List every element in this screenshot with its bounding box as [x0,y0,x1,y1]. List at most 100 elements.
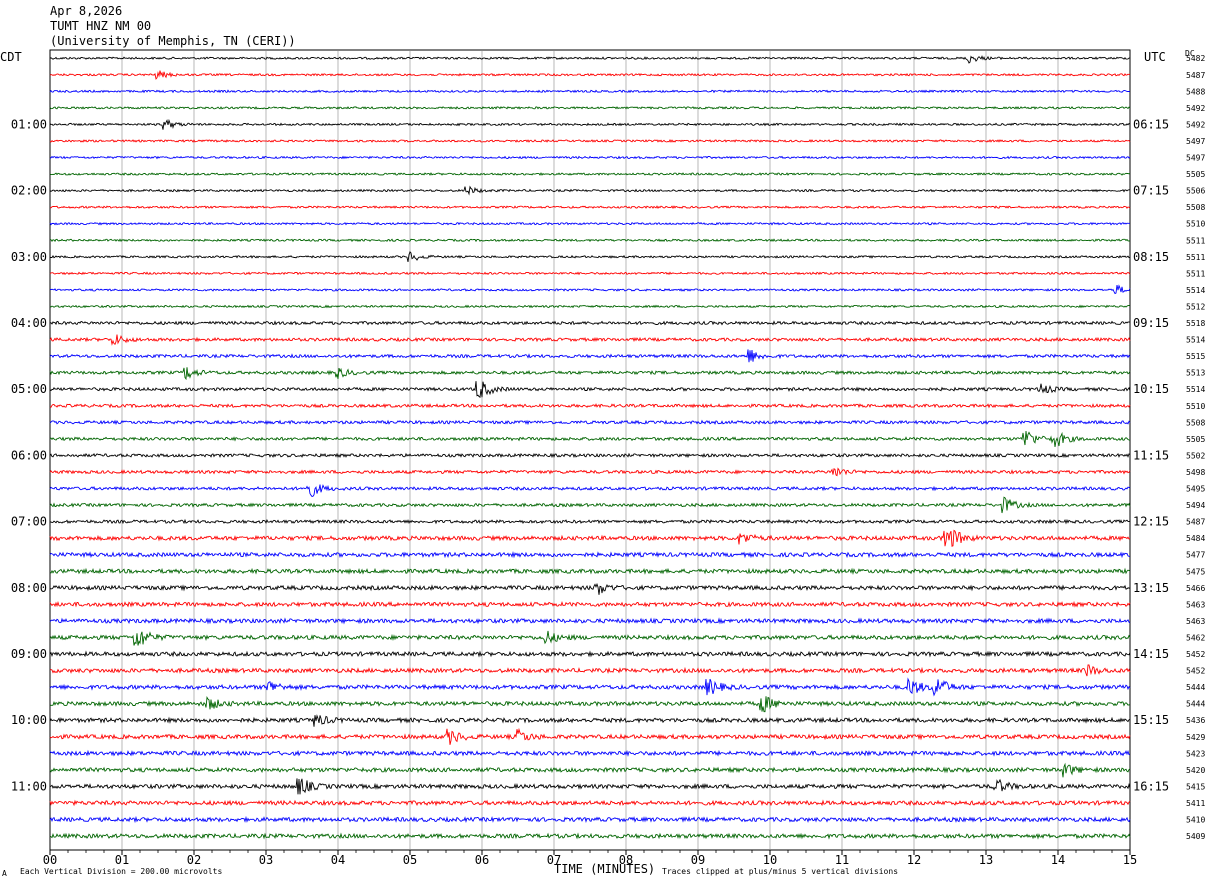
dc-offset-label: 5492 [1186,120,1205,129]
dc-offset-label: 5495 [1186,485,1205,494]
x-tick-label: 02 [187,853,201,867]
x-tick-label: 14 [1051,853,1065,867]
trace-row-45 [49,799,1131,807]
dc-header-label: DC [1185,49,1195,58]
dc-offset-label: 5508 [1186,203,1205,212]
trace-row-21 [49,403,1131,409]
dc-offset-label: 5492 [1186,104,1205,113]
trace-row-28 [49,518,1131,525]
trace-row-5 [49,139,1131,143]
right-hour-label: 14:15 [1133,647,1169,661]
trace-row-25 [49,467,1131,477]
trace-row-18 [49,349,1131,363]
dc-offset-label: 5505 [1186,435,1205,444]
trace-row-3 [49,106,1131,110]
dc-offset-label: 5429 [1186,733,1205,742]
x-tick-label: 05 [403,853,417,867]
dc-offset-label: 5510 [1186,402,1205,411]
trace-row-43 [49,762,1131,778]
right-hour-label: 09:15 [1133,316,1169,330]
dc-offset-label: 5518 [1186,319,1205,328]
corner-mark: A [2,869,7,878]
trace-row-6 [49,155,1131,160]
dc-offset-label: 5514 [1186,385,1205,394]
trace-row-42 [49,749,1131,757]
x-tick-label: 13 [979,853,993,867]
trace-row-10 [49,221,1131,226]
right-timezone-label: UTC [1144,50,1166,64]
clip-note: Traces clipped at plus/minus 5 vertical … [662,867,899,876]
trace-row-47 [49,832,1131,840]
dc-offset-label: 5497 [1186,154,1205,163]
header-institution: (University of Memphis, TN (CERI)) [50,34,296,48]
x-tick-label: 07 [547,853,561,867]
left-hour-label: 04:00 [11,316,47,330]
left-hour-label: 11:00 [11,779,47,793]
right-hour-label: 16:15 [1133,779,1169,793]
dc-offset-label: 5475 [1186,567,1205,576]
trace-row-12 [50,251,1131,262]
trace-row-29 [49,529,1131,547]
dc-offset-label: 5505 [1186,170,1205,179]
right-hour-label: 12:15 [1133,515,1169,529]
left-hour-label: 05:00 [11,382,47,396]
dc-offset-label: 5508 [1186,418,1205,427]
dc-offset-label: 5452 [1186,667,1205,676]
left-timezone-label: CDT [0,50,22,64]
x-axis-title: TIME (MINUTES) [554,862,656,876]
dc-offset-label: 5409 [1186,832,1205,841]
dc-offset-label: 5411 [1186,799,1205,808]
left-hour-label: 08:00 [11,581,47,595]
dc-offset-label: 5512 [1186,302,1205,311]
trace-row-20 [49,381,1131,398]
trace-row-0 [49,55,1131,64]
x-tick-label: 09 [691,853,705,867]
x-tick-label: 15 [1123,853,1137,867]
trace-row-2 [49,89,1130,94]
right-hour-label: 11:15 [1133,448,1169,462]
trace-row-8 [49,185,1130,196]
trace-row-33 [49,600,1131,608]
dc-offset-label: 5484 [1186,534,1205,543]
trace-row-24 [49,452,1131,459]
right-hour-label: 15:15 [1133,713,1169,727]
trace-row-31 [49,567,1131,575]
trace-row-40 [49,714,1131,727]
dc-offset-label: 5415 [1186,782,1205,791]
dc-offset-label: 5463 [1186,617,1205,626]
trace-row-44 [49,778,1131,795]
trace-row-32 [49,582,1131,595]
dc-offset-label: 5488 [1186,87,1205,96]
dc-offset-label: 5515 [1186,352,1205,361]
right-hour-label: 08:15 [1133,250,1169,264]
right-hour-label: 06:15 [1133,117,1169,131]
trace-row-7 [49,172,1131,176]
trace-row-15 [49,304,1131,309]
left-hour-label: 07:00 [11,515,47,529]
dc-offset-label: 5462 [1186,633,1205,642]
trace-row-46 [49,815,1131,824]
dc-offset-label: 5477 [1186,551,1205,560]
dc-offset-label: 5436 [1186,716,1205,725]
x-tick-label: 12 [907,853,921,867]
dc-offset-label: 5514 [1186,286,1205,295]
x-tick-label: 08 [619,853,633,867]
dc-offset-label: 5510 [1186,220,1205,229]
left-hour-label: 06:00 [11,448,47,462]
dc-offset-label: 5506 [1186,187,1205,196]
dc-offset-label: 5410 [1186,816,1205,825]
trace-row-16 [49,320,1131,326]
trace-row-14 [49,284,1131,295]
dc-offset-label: 5452 [1186,650,1205,659]
dc-offset-label: 5511 [1186,269,1205,278]
trace-row-1 [49,70,1131,80]
dc-offset-label: 5514 [1186,336,1205,345]
dc-offset-label: 5511 [1186,253,1205,262]
right-hour-label: 10:15 [1133,382,1169,396]
dc-offset-label: 5444 [1186,700,1205,709]
trace-row-41 [49,727,1131,745]
x-tick-label: 06 [475,853,489,867]
left-hour-label: 10:00 [11,713,47,727]
trace-row-19 [49,367,1131,381]
